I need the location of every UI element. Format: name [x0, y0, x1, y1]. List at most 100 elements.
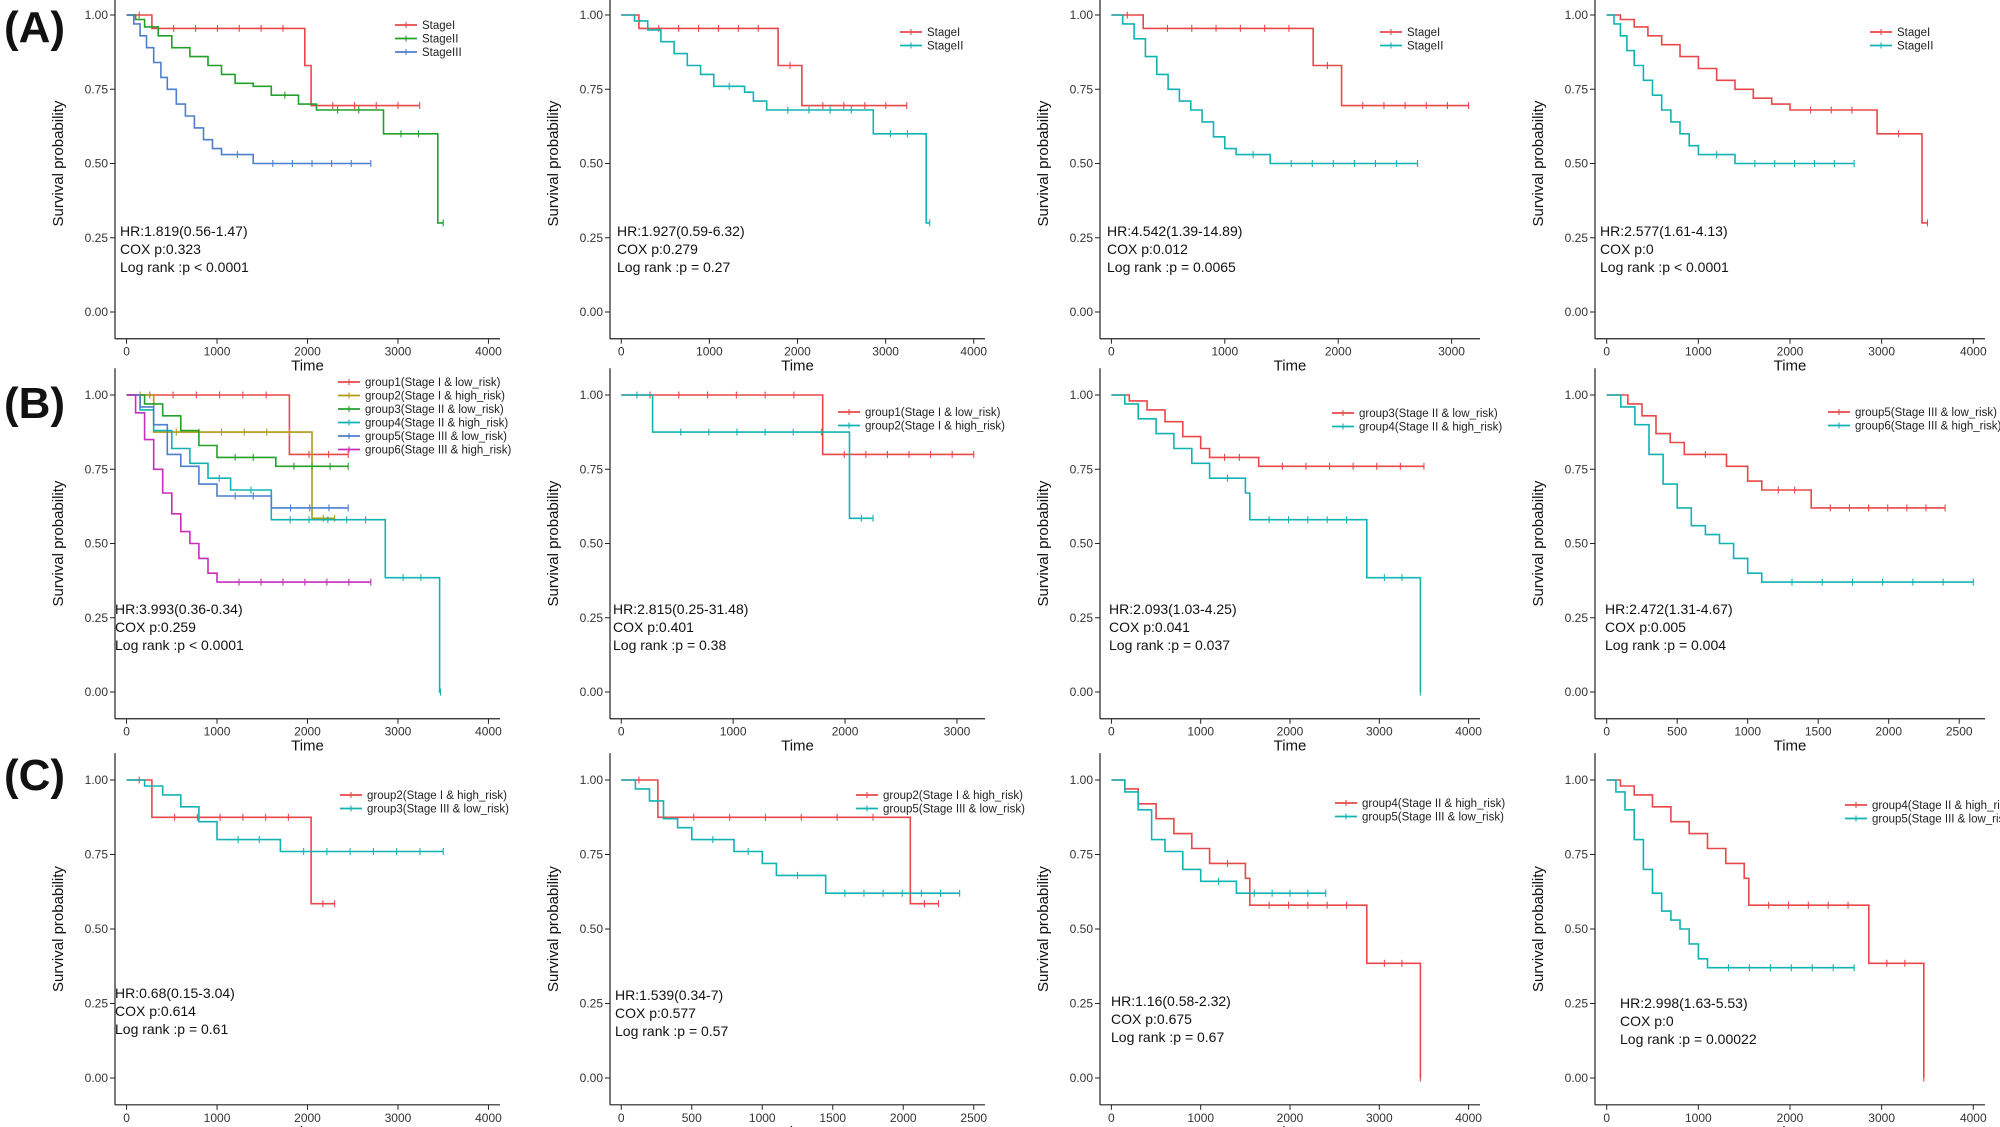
stat-annotation: HR:1.819(0.56-1.47): [120, 223, 248, 239]
x-tick-label: 1000: [720, 725, 747, 739]
x-tick-label: 0: [123, 725, 130, 739]
survival-curve-cyan: [1606, 14, 1855, 165]
legend-label: group3(Stage II & low_risk): [1359, 408, 1498, 420]
censor-marks-cyan: [1226, 474, 1421, 696]
y-tick-label: 0.00: [1070, 1071, 1094, 1085]
y-tick-label: 0.00: [1565, 305, 1589, 319]
y-tick-label: 0.75: [85, 848, 109, 862]
x-tick-label: 3000: [1438, 345, 1465, 359]
row-label-c: (C): [4, 751, 65, 800]
survival-curve-cyan: [1606, 394, 1974, 583]
x-tick-label: 1000: [1685, 1111, 1712, 1125]
y-tick-label: 1.00: [580, 388, 604, 402]
x-tick-label: 2000: [832, 725, 859, 739]
y-tick-label: 0.75: [580, 82, 604, 96]
survival-curve-red: [126, 14, 420, 107]
km-panel-9: 0.00 0.25 0.50 0.75 1.00 0 1000 2000 3000 4000 Tim…: [50, 753, 509, 1127]
survival-curve-cyan: [1111, 14, 1418, 165]
legend-label: group2(Stage I & high_risk): [883, 790, 1023, 802]
legend-label: StageII: [1897, 41, 1933, 53]
x-axis-title: Time: [1274, 1124, 1307, 1127]
y-tick-label: 0.00: [85, 305, 109, 319]
censor-marks-cyan: [728, 82, 931, 227]
stat-annotation: COX p:0.279: [617, 241, 698, 257]
y-tick-label: 0.25: [85, 997, 109, 1011]
legend-label: group4(Stage II & high_risk): [1359, 422, 1502, 434]
legend: group3(Stage II & low_risk) group4(Stage …: [1332, 408, 1502, 434]
stat-annotation: HR:1.16(0.58-2.32): [1111, 993, 1231, 1009]
stat-annotation: COX p:0.675: [1111, 1011, 1192, 1027]
survival-curve-cyan: [126, 779, 444, 853]
censor-marks-green: [234, 453, 349, 470]
stat-annotation: COX p:0.323: [120, 241, 201, 257]
censor-marks-green: [284, 91, 444, 227]
y-tick-label: 0.75: [580, 462, 604, 476]
legend-label: group2(Stage I & high_risk): [865, 421, 1005, 433]
x-tick-label: 500: [1667, 725, 1687, 739]
x-tick-label: 3000: [385, 1111, 412, 1125]
x-axis-title: Time: [291, 738, 324, 755]
censor-marks-cyan: [1716, 151, 1855, 167]
survival-curve-cyan: [1606, 779, 1855, 969]
x-tick-label: 3000: [1868, 1111, 1895, 1125]
legend-label: StageIII: [422, 47, 462, 59]
km-panel-1: 0.00 0.25 0.50 0.75 1.00 0 1000 2000 3000 4000 Tim…: [50, 0, 502, 375]
censor-marks-red: [1126, 11, 1470, 110]
legend-label: group3(Stage III & low_risk): [367, 804, 509, 816]
km-panel-5: 0.00 0.25 0.50 0.75 1.00 0 1000 2000 3000 4000 Tim…: [50, 368, 512, 755]
y-axis-title: Survival probability: [1035, 100, 1052, 226]
y-tick-label: 1.00: [1070, 388, 1094, 402]
y-axis-title: Survival probability: [50, 100, 67, 226]
y-axis-title: Survival probability: [50, 480, 67, 606]
censor-marks-cyan: [1791, 578, 1974, 586]
y-tick-label: 0.00: [85, 1071, 109, 1085]
survival-curve-cyan: [1111, 779, 1326, 894]
x-tick-label: 1000: [1685, 345, 1712, 359]
stat-annotation: HR:0.68(0.15-3.04): [115, 985, 235, 1001]
y-tick-label: 0.50: [85, 922, 109, 936]
x-tick-label: 0: [123, 1111, 130, 1125]
survival-curve-red: [621, 394, 974, 456]
legend-label: StageII: [1407, 41, 1443, 53]
censor-marks-cyan: [1727, 964, 1855, 972]
x-tick-label: 0: [618, 1111, 625, 1125]
legend-label: group6(Stage III & high_risk): [1855, 421, 2000, 433]
survival-curve-cyan: [621, 394, 873, 520]
row-label-a: (A): [4, 3, 65, 52]
legend-label: group2(Stage I & high_risk): [365, 391, 505, 403]
censor-marks-red: [1226, 859, 1421, 1082]
survival-curve-olive: [126, 394, 335, 520]
legend-label: group3(Stage II & low_risk): [365, 404, 504, 416]
censor-marks-red: [1768, 901, 1925, 1082]
stat-annotation: Log rank :p = 0.61: [115, 1021, 228, 1037]
y-axis-title: Survival probability: [545, 100, 562, 226]
censor-marks-cyan: [1252, 151, 1419, 167]
x-tick-label: 2000: [294, 1111, 321, 1125]
km-panel-4: 0.00 0.25 0.50 0.75 1.00 0 1000 2000 3000 4000 Tim…: [1530, 0, 1987, 375]
stat-annotation: HR:1.539(0.34-7): [615, 987, 723, 1003]
legend: group5(Stage III & low_risk) group6(Stage…: [1828, 407, 2000, 433]
y-axis-title: Survival probability: [1035, 866, 1052, 992]
x-tick-label: 500: [682, 1111, 702, 1125]
legend: StageI StageII: [900, 27, 963, 53]
y-tick-label: 0.25: [85, 611, 109, 625]
y-tick-label: 0.25: [1070, 611, 1094, 625]
censor-marks-olive: [139, 391, 336, 522]
censor-marks-red: [649, 391, 975, 458]
legend-label: group5(Stage III & low_risk): [1872, 814, 2000, 826]
y-tick-label: 0.75: [1070, 462, 1094, 476]
y-tick-label: 0.75: [1565, 82, 1589, 96]
y-tick-label: 0.50: [1565, 922, 1589, 936]
stat-annotation: COX p:0: [1620, 1013, 1674, 1029]
x-axis-title: Time: [781, 358, 814, 375]
survival-curve-red: [1111, 394, 1424, 468]
stat-annotation: Log rank :p = 0.67: [1111, 1029, 1224, 1045]
y-tick-label: 0.00: [1070, 305, 1094, 319]
stat-annotation: HR:4.542(1.39-14.89): [1107, 223, 1242, 239]
x-axis-title: Time: [1774, 1124, 1807, 1127]
survival-curve-blue: [126, 14, 371, 165]
legend-label: group2(Stage I & high_risk): [367, 790, 507, 802]
stat-annotation: HR:1.927(0.59-6.32): [617, 223, 745, 239]
